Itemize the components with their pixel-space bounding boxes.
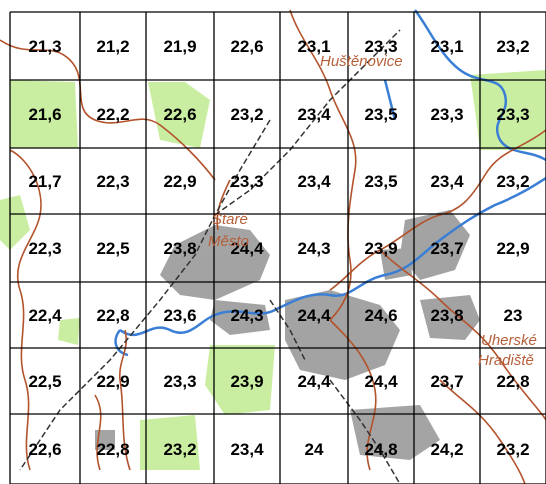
cell-value-label: 22,3 — [28, 239, 61, 258]
cell-value-label: 24,4 — [364, 372, 398, 391]
cell-value-label: 23,4 — [297, 105, 331, 124]
cell-value-label: 24 — [305, 440, 324, 459]
cell-value-label: 22,6 — [28, 440, 61, 459]
cell-value-label: 22,8 — [496, 372, 529, 391]
cell-value-label: 24,4 — [297, 306, 331, 325]
cell-value-label: 24,4 — [297, 372, 331, 391]
cell-value-label: 24,6 — [364, 306, 397, 325]
cell-value-label: 24,8 — [364, 440, 397, 459]
cell-value-label: 23,2 — [496, 37, 529, 56]
cell-value-label: 23,3 — [163, 372, 196, 391]
cell-value-label: 23,4 — [430, 172, 464, 191]
cell-value-label: 23,5 — [364, 172, 397, 191]
cell-value-label: 22,8 — [96, 306, 129, 325]
place-label-mesto: Město — [208, 233, 249, 250]
cell-value-label: 23,3 — [230, 172, 263, 191]
cell-value-label: 21,2 — [96, 37, 129, 56]
cell-value-label: 24,3 — [297, 239, 330, 258]
cell-value-label: 23,2 — [163, 440, 196, 459]
cell-value-label: 23,3 — [496, 105, 529, 124]
cell-value-label: 23 — [504, 306, 523, 325]
cell-value-label: 22,3 — [96, 172, 129, 191]
cell-value-label: 23,5 — [364, 105, 397, 124]
roads — [0, 9, 546, 484]
cell-value-label: 22,9 — [496, 239, 529, 258]
grid-lines — [9, 11, 546, 484]
cell-value-label: 24,2 — [430, 440, 463, 459]
cell-value-label: 21,6 — [28, 105, 61, 124]
cell-value-label: 24,3 — [230, 306, 263, 325]
place-label-hradiste: Hradiště — [478, 352, 534, 369]
cell-value-label: 21,9 — [163, 37, 196, 56]
cell-value-label: 24,4 — [230, 239, 264, 258]
place-label-uherske: Uherské — [481, 332, 537, 349]
cell-value-label: 23,4 — [297, 172, 331, 191]
cell-value-label: 23,8 — [163, 239, 196, 258]
cell-value-label: 23,2 — [496, 172, 529, 191]
cell-value-label: 21,7 — [28, 172, 61, 191]
cell-value-label: 23,1 — [430, 37, 463, 56]
place-label-stare: Staré — [212, 211, 248, 228]
place-label-hustenovice: Huštěnovice — [320, 53, 403, 70]
cell-value-label: 23,7 — [430, 239, 463, 258]
cell-value-label: 22,4 — [28, 306, 62, 325]
cell-value-label: 22,5 — [96, 239, 129, 258]
cell-value-label: 23,2 — [496, 440, 529, 459]
cell-value-label: 23,7 — [430, 372, 463, 391]
cell-value-label: 23,3 — [430, 105, 463, 124]
cell-value-label: 23,4 — [230, 440, 264, 459]
cell-value-label: 22,5 — [28, 372, 61, 391]
cell-value-label: 23,6 — [163, 306, 196, 325]
cell-value-label: 23,2 — [230, 105, 263, 124]
forest-areas — [0, 70, 546, 470]
cell-value-label: 22,6 — [230, 37, 263, 56]
cell-value-labels: 21,3 21,2 21,9 22,6 23,1 23,3 23,1 23,2 21,6 22,2… — [28, 37, 529, 459]
cell-value-label: 22,2 — [96, 105, 129, 124]
cell-value-label: 23,3 — [364, 37, 397, 56]
cell-value-label: 22,9 — [163, 172, 196, 191]
cell-value-label: 23,8 — [430, 306, 463, 325]
cell-value-label: 21,3 — [28, 37, 61, 56]
cell-value-label: 22,9 — [96, 372, 129, 391]
cell-value-label: 23,9 — [364, 239, 397, 258]
railways — [19, 29, 401, 484]
cell-value-label: 23,9 — [230, 372, 263, 391]
cell-value-label: 22,6 — [163, 105, 196, 124]
cell-value-label: 23,1 — [297, 37, 330, 56]
place-labels: Huštěnovice Staré Město Uherské Hradiště — [208, 53, 537, 369]
cell-value-label: 22,8 — [96, 440, 129, 459]
